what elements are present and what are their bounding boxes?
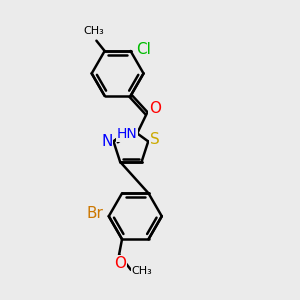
- Text: O: O: [149, 101, 161, 116]
- Text: HN: HN: [116, 127, 137, 141]
- Text: CH₃: CH₃: [83, 26, 104, 36]
- Text: N: N: [101, 134, 113, 149]
- Text: Cl: Cl: [136, 42, 151, 57]
- Text: S: S: [150, 132, 160, 147]
- Text: CH₃: CH₃: [132, 266, 152, 276]
- Text: O: O: [115, 256, 127, 271]
- Text: Br: Br: [86, 206, 103, 221]
